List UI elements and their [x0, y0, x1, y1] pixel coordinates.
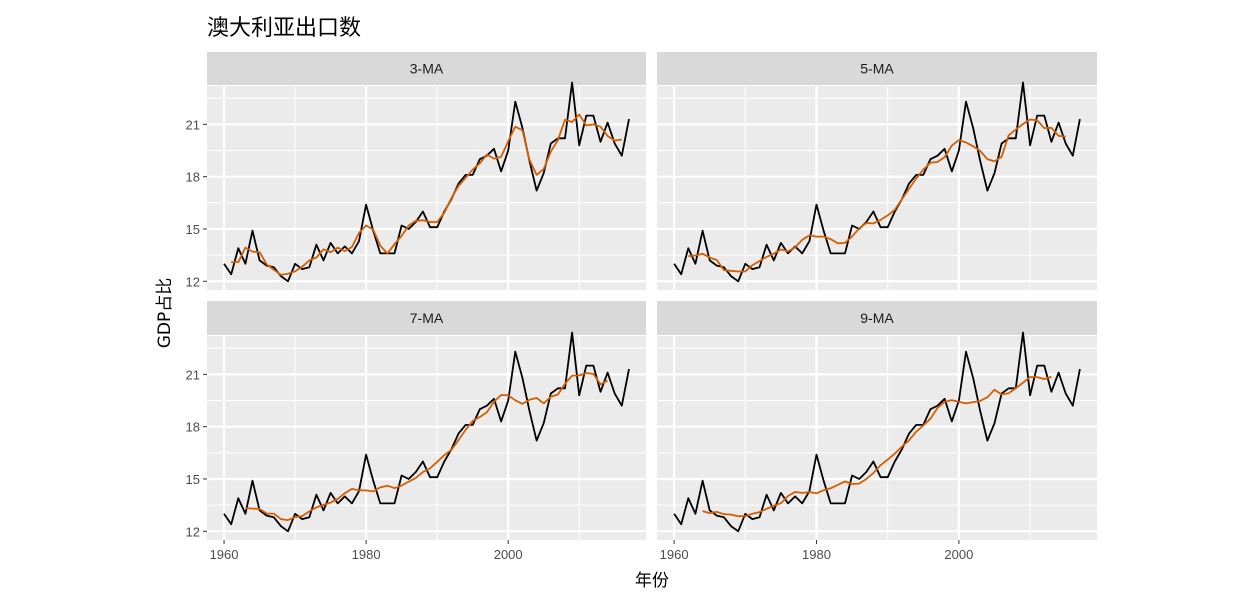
panel-background [657, 336, 1097, 540]
facet-panels: 3-MA 12 15 18 21 5-MA 7-MA 12 15 18 21 1960 1980 2000… [186, 52, 1097, 562]
facet-strip-label: 5-MA [860, 61, 894, 77]
facet-strip [657, 52, 1097, 85]
moving-average-line [702, 376, 1052, 518]
y-tick-label: 18 [186, 170, 200, 185]
y-axis-title: GDP占比 [155, 278, 175, 349]
facet-strip [207, 301, 646, 335]
panel-9-ma: 9-MA 1960 1980 2000 [657, 301, 1097, 562]
x-tick-label: 2000 [494, 547, 523, 562]
moving-average-line [231, 113, 622, 276]
y-tick-label: 12 [186, 274, 200, 289]
x-tick-label: 1980 [352, 547, 381, 562]
panel-5-ma: 5-MA [657, 52, 1097, 290]
exports-series-line [673, 81, 1081, 283]
panel-7-ma: 7-MA 12 15 18 21 1960 1980 2000 [186, 301, 646, 562]
facet-strip [207, 52, 646, 85]
facet-strip [657, 301, 1097, 335]
x-tick-label: 1960 [660, 547, 689, 562]
facet-strip-label: 7-MA [410, 310, 444, 326]
panel-background [657, 86, 1097, 290]
x-tick-label: 1960 [210, 547, 239, 562]
y-tick-label: 18 [186, 420, 200, 435]
y-tick-label: 21 [186, 117, 200, 132]
y-tick-label: 21 [186, 367, 200, 382]
y-tick-label: 15 [186, 222, 200, 237]
facet-strip-label: 3-MA [410, 61, 444, 77]
x-axis-title: 年份 [635, 571, 669, 591]
y-tick-label: 15 [186, 472, 200, 487]
panel-background [207, 336, 646, 540]
chart-title: 澳大利亚出口数 [207, 16, 361, 41]
facet-strip-label: 9-MA [860, 310, 894, 326]
x-tick-label: 1980 [802, 547, 831, 562]
moving-average-line [688, 118, 1066, 273]
y-tick-label: 12 [186, 524, 200, 539]
moving-average-line [245, 372, 609, 521]
panel-3-ma: 3-MA 12 15 18 21 [186, 52, 646, 290]
x-tick-label: 2000 [944, 547, 973, 562]
